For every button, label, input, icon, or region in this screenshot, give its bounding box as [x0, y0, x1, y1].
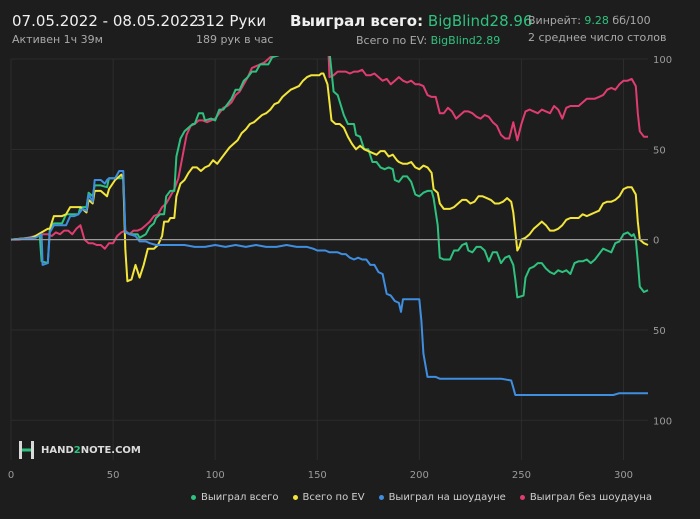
legend-item-non-showdown[interactable]: Выиграл без шоудауна — [519, 492, 652, 503]
hand2note-logo-icon — [19, 441, 34, 459]
series-line-ev — [10, 72, 649, 283]
legend-dot — [519, 495, 525, 500]
y-tick-label: 100 — [653, 416, 672, 427]
winrate-value: 9.28 — [584, 14, 609, 27]
header-bar: 07.05.2022 - 08.05.2022 Активен 1ч 39м 3… — [0, 0, 700, 56]
legend-label: Всего по EV — [302, 492, 365, 503]
ev-total: Всего по EV: BigBlind2.89 — [356, 34, 500, 47]
y-tick-label: 0 — [653, 236, 659, 247]
series-line-won-total — [10, 56, 649, 299]
x-tick-label: 0 — [8, 470, 14, 481]
hands-count: 312 Руки — [196, 12, 267, 30]
legend-item-won-total[interactable]: Выиграл всего — [191, 492, 279, 503]
active-time: Активен 1ч 39м — [12, 33, 103, 46]
y-tick-label: 50 — [653, 326, 666, 337]
winrate: Винрейт: 9.28 бб/100 — [528, 14, 651, 27]
hand2note-logo: HAND2NOTE.COM — [18, 440, 141, 460]
hand2note-logo-text: HAND2NOTE.COM — [41, 444, 141, 456]
legend-item-ev[interactable]: Всего по EV — [292, 492, 365, 503]
x-tick-label: 100 — [206, 470, 225, 481]
winrate-unit: бб/100 — [612, 14, 651, 27]
winrate-label: Винрейт: — [528, 14, 581, 27]
x-tick-label: 250 — [512, 470, 531, 481]
won-total: Выиграл всего: BigBlind28.96 — [290, 12, 532, 30]
legend-dot — [191, 495, 197, 500]
ev-total-label: Всего по EV: — [356, 34, 428, 47]
date-range: 07.05.2022 - 08.05.2022 — [12, 12, 199, 30]
winnings-chart: 0 50 100 150 200 250 300 100 50 0 50 100 — [8, 56, 672, 481]
x-tick-label: 150 — [308, 470, 327, 481]
legend-dot — [292, 495, 298, 500]
legend-label: Выиграл всего — [201, 492, 279, 503]
x-tick-label: 50 — [107, 470, 120, 481]
avg-tables: 2 среднее число столов — [528, 31, 667, 44]
legend-dot — [378, 495, 384, 500]
chart-legend: Выиграл всего Всего по EV Выиграл на шоу… — [191, 492, 652, 503]
legend-item-showdown[interactable]: Выиграл на шоудауне — [378, 492, 506, 503]
won-total-value: BigBlind28.96 — [427, 12, 533, 30]
won-total-label: Выиграл всего: — [290, 12, 424, 30]
series-line-non-showdown — [11, 56, 648, 250]
series-line-showdown — [10, 170, 648, 396]
y-tick-label: 50 — [653, 145, 666, 156]
y-tick-label: 100 — [653, 56, 672, 66]
legend-label: Выиграл на шоудауне — [388, 492, 506, 503]
legend-label: Выиграл без шоудауна — [529, 492, 652, 503]
x-tick-label: 200 — [410, 470, 429, 481]
ev-total-value: BigBlind2.89 — [430, 34, 501, 47]
x-tick-label: 300 — [614, 470, 633, 481]
hands-per-hour: 189 рук в час — [196, 33, 274, 46]
